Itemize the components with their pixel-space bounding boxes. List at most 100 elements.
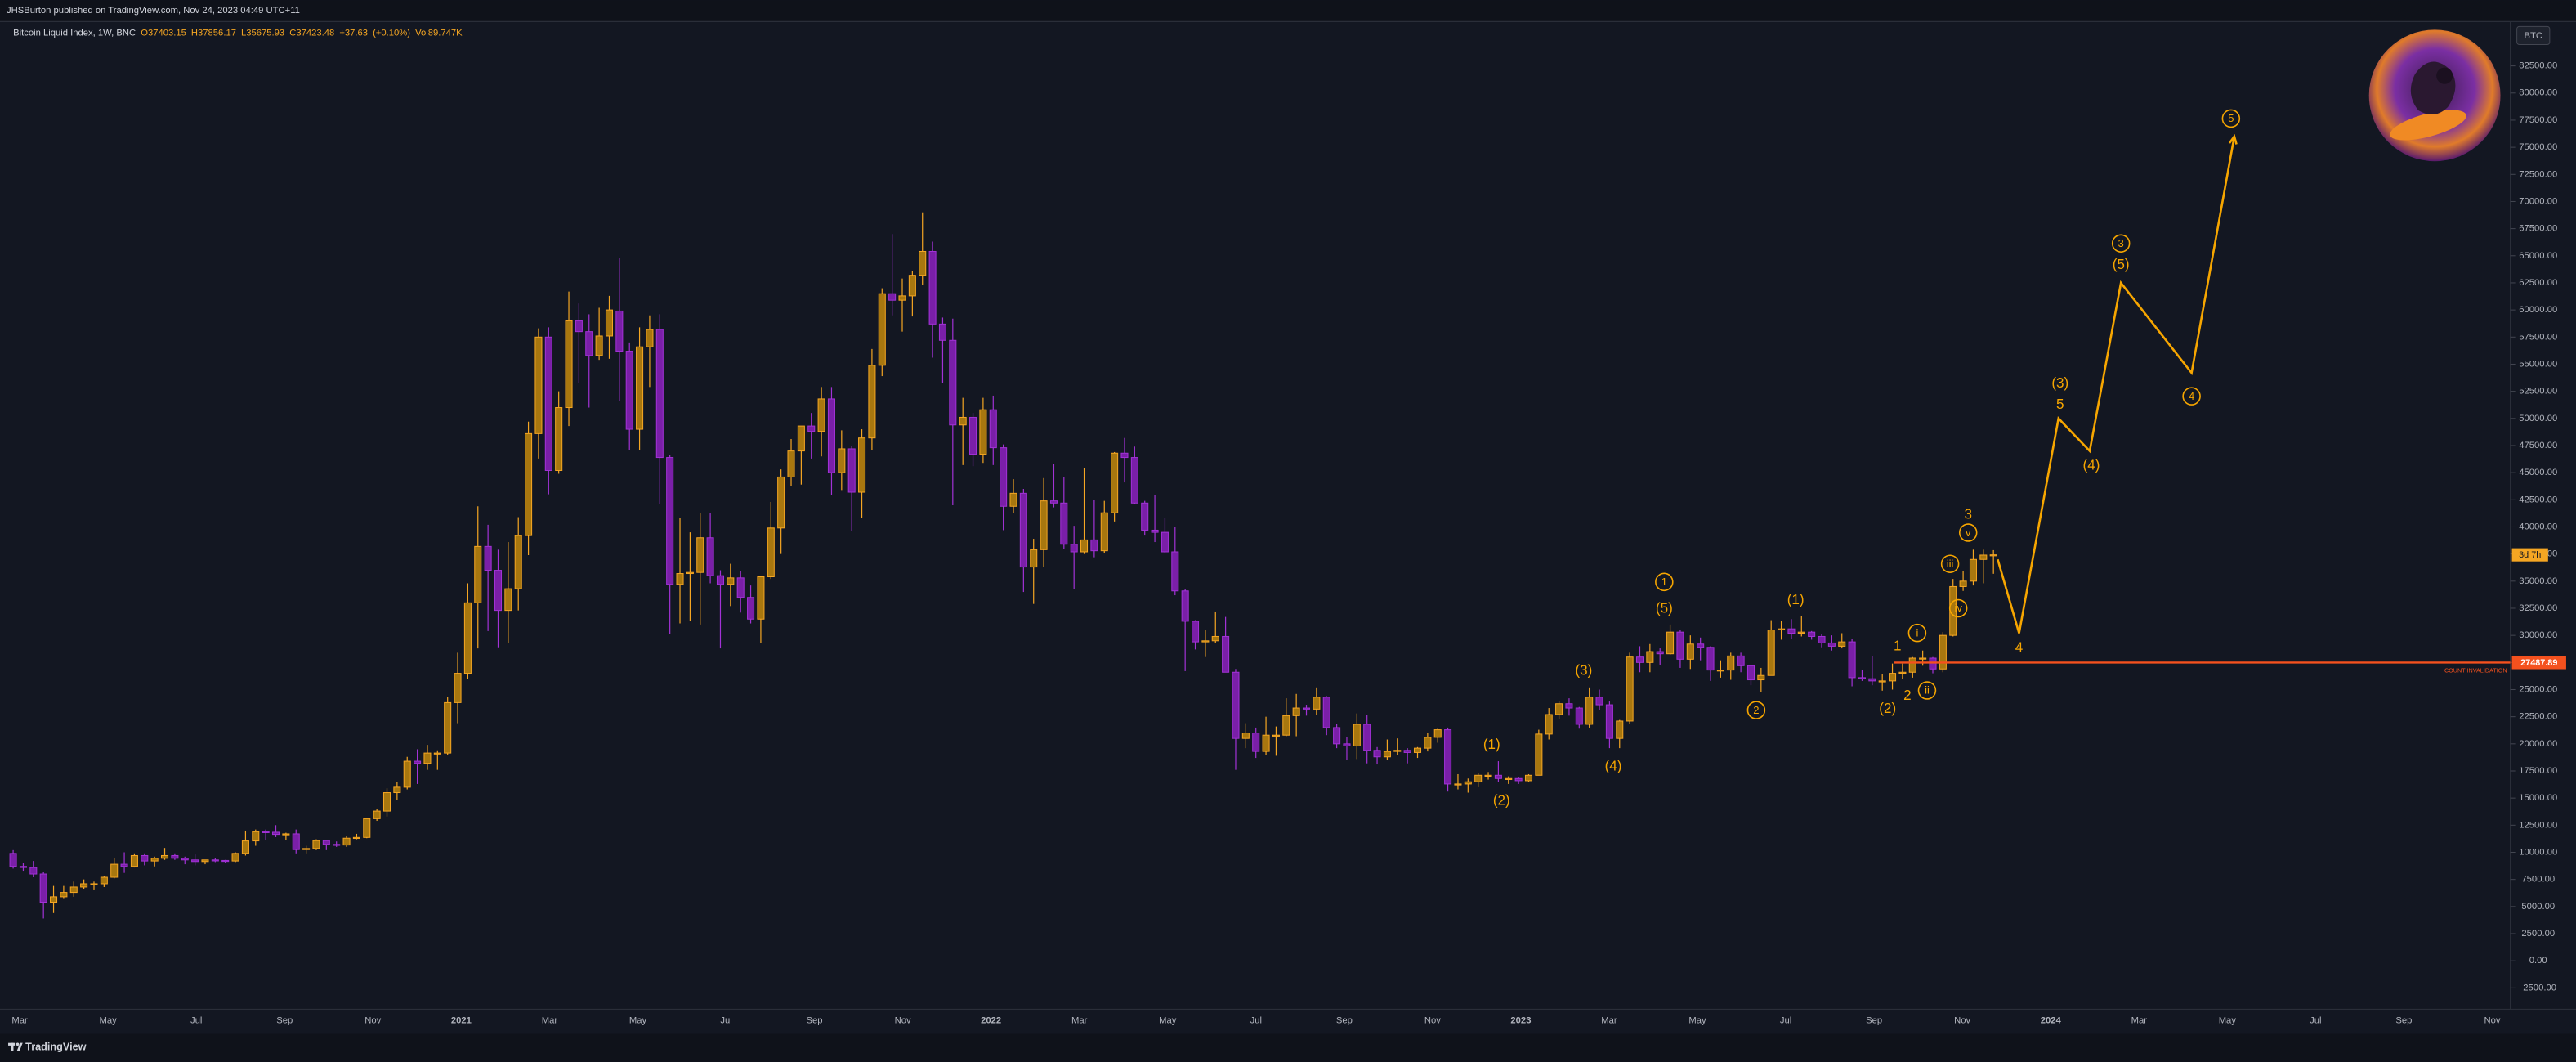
y-tick-label: 45000.00 <box>2519 468 2557 477</box>
wave-label: ii <box>1925 684 1930 697</box>
wave-label: 2 <box>1903 688 1912 703</box>
candle-body <box>1979 554 1988 560</box>
candle-body <box>807 425 816 432</box>
candle-body <box>322 840 330 845</box>
wave-label: 5 <box>2228 112 2234 124</box>
candle-body <box>1575 707 1583 725</box>
x-tick-label: Jul <box>720 1016 731 1026</box>
candle-body <box>444 701 452 754</box>
legend-value: +37.63 <box>339 28 368 38</box>
candle-body <box>989 409 997 449</box>
candle-body <box>1616 720 1624 739</box>
candle-body <box>1474 774 1483 782</box>
candle-body <box>898 295 906 301</box>
candle-body <box>1363 724 1371 751</box>
candle-body <box>1716 670 1724 672</box>
x-tick-label: Jul <box>190 1016 202 1026</box>
candle-body <box>1605 704 1613 739</box>
wave-label: 3 <box>2118 237 2124 249</box>
symbol-name: Bitcoin Liquid Index, 1W, BNC <box>13 28 136 38</box>
candle-body <box>181 858 189 861</box>
footer-bar <box>0 1033 2576 1062</box>
wave-circle <box>1958 523 1978 542</box>
candle-body <box>1192 621 1200 643</box>
candle-body <box>1494 774 1502 779</box>
candle-body <box>1737 655 1745 666</box>
candle-body <box>979 409 987 455</box>
x-tick-label: Sep <box>807 1016 823 1026</box>
wave-label: 1 <box>1661 576 1667 588</box>
publisher-text: JHSBurton published on TradingView.com, … <box>7 6 300 16</box>
candle-body <box>736 577 745 598</box>
candle-body <box>1171 551 1179 592</box>
candle-body <box>414 760 422 764</box>
candle-body <box>777 476 785 529</box>
y-tick-label: 55000.00 <box>2519 359 2557 369</box>
candle-body <box>1151 529 1159 533</box>
x-tick-label: Nov <box>1424 1016 1441 1026</box>
candle-body <box>231 853 239 862</box>
candle-body <box>747 597 755 620</box>
candle-body <box>636 346 644 430</box>
x-tick-label: 2022 <box>981 1016 1001 1026</box>
candle-body <box>1403 750 1411 753</box>
candle-body <box>797 425 805 452</box>
candle-body <box>271 831 280 836</box>
y-tick-label: 52500.00 <box>2519 387 2557 397</box>
y-tick-label: 5000.00 <box>2521 902 2555 912</box>
x-tick-label: May <box>2219 1016 2237 1026</box>
candle-body <box>1626 656 1634 722</box>
last-price-box <box>2511 548 2548 562</box>
candle-body <box>1060 502 1068 545</box>
candle-body <box>757 576 765 620</box>
candle-body <box>1241 733 1250 739</box>
legend-value: (+0.10%) <box>373 28 410 38</box>
wave-label: 1 <box>1894 639 1901 654</box>
y-tick-label: 67500.00 <box>2519 224 2557 234</box>
tradingview-logo <box>8 1042 23 1051</box>
legend-value: C37423.48 <box>289 28 334 38</box>
candle-body <box>1464 781 1472 785</box>
candle-body <box>1484 774 1492 777</box>
y-tick-label: 20000.00 <box>2519 739 2557 749</box>
x-tick-label: Mar <box>2131 1016 2148 1026</box>
x-tick-label: Jul <box>2310 1016 2321 1026</box>
candle-body <box>1100 512 1108 552</box>
footer-text: TradingView <box>25 1041 86 1052</box>
candle-body <box>1585 697 1594 725</box>
y-tick-label: 82500.00 <box>2519 61 2557 71</box>
candle-body <box>1232 671 1240 739</box>
y-tick-label: 57500.00 <box>2519 332 2557 342</box>
candle-body <box>221 859 230 863</box>
candle-body <box>767 527 775 578</box>
currency-box <box>2516 25 2551 45</box>
candle-body <box>39 873 47 903</box>
candle-body <box>1889 673 1897 682</box>
invalidation-price: 27487.89 <box>2520 658 2557 668</box>
candle-body <box>69 886 78 894</box>
candle-body <box>100 876 108 885</box>
candle-body <box>676 573 684 585</box>
candle-body <box>878 293 886 366</box>
candle-body <box>615 310 624 352</box>
candle-body <box>1030 549 1038 568</box>
candle-body <box>585 331 593 356</box>
x-tick-label: Mar <box>1071 1016 1088 1026</box>
y-tick-label: 30000.00 <box>2519 630 2557 640</box>
candle-body <box>1141 502 1149 531</box>
candle-body <box>463 602 472 674</box>
candle-body <box>1787 628 1796 634</box>
candle-body <box>504 588 512 612</box>
candle-body <box>1646 651 1654 663</box>
wave-circle <box>1917 681 1937 700</box>
candle-body <box>1908 657 1916 673</box>
y-tick-label: 75000.00 <box>2519 142 2557 152</box>
candle-body <box>1555 703 1563 715</box>
y-tick-label: 35000.00 <box>2519 576 2557 586</box>
legend-value: H37856.17 <box>191 28 236 38</box>
y-tick-label: 70000.00 <box>2519 196 2557 206</box>
candle-body <box>50 896 58 903</box>
y-tick-label: 12500.00 <box>2519 820 2557 830</box>
wave-label: (1) <box>1483 737 1500 752</box>
x-tick-label: Jul <box>1250 1016 1262 1026</box>
